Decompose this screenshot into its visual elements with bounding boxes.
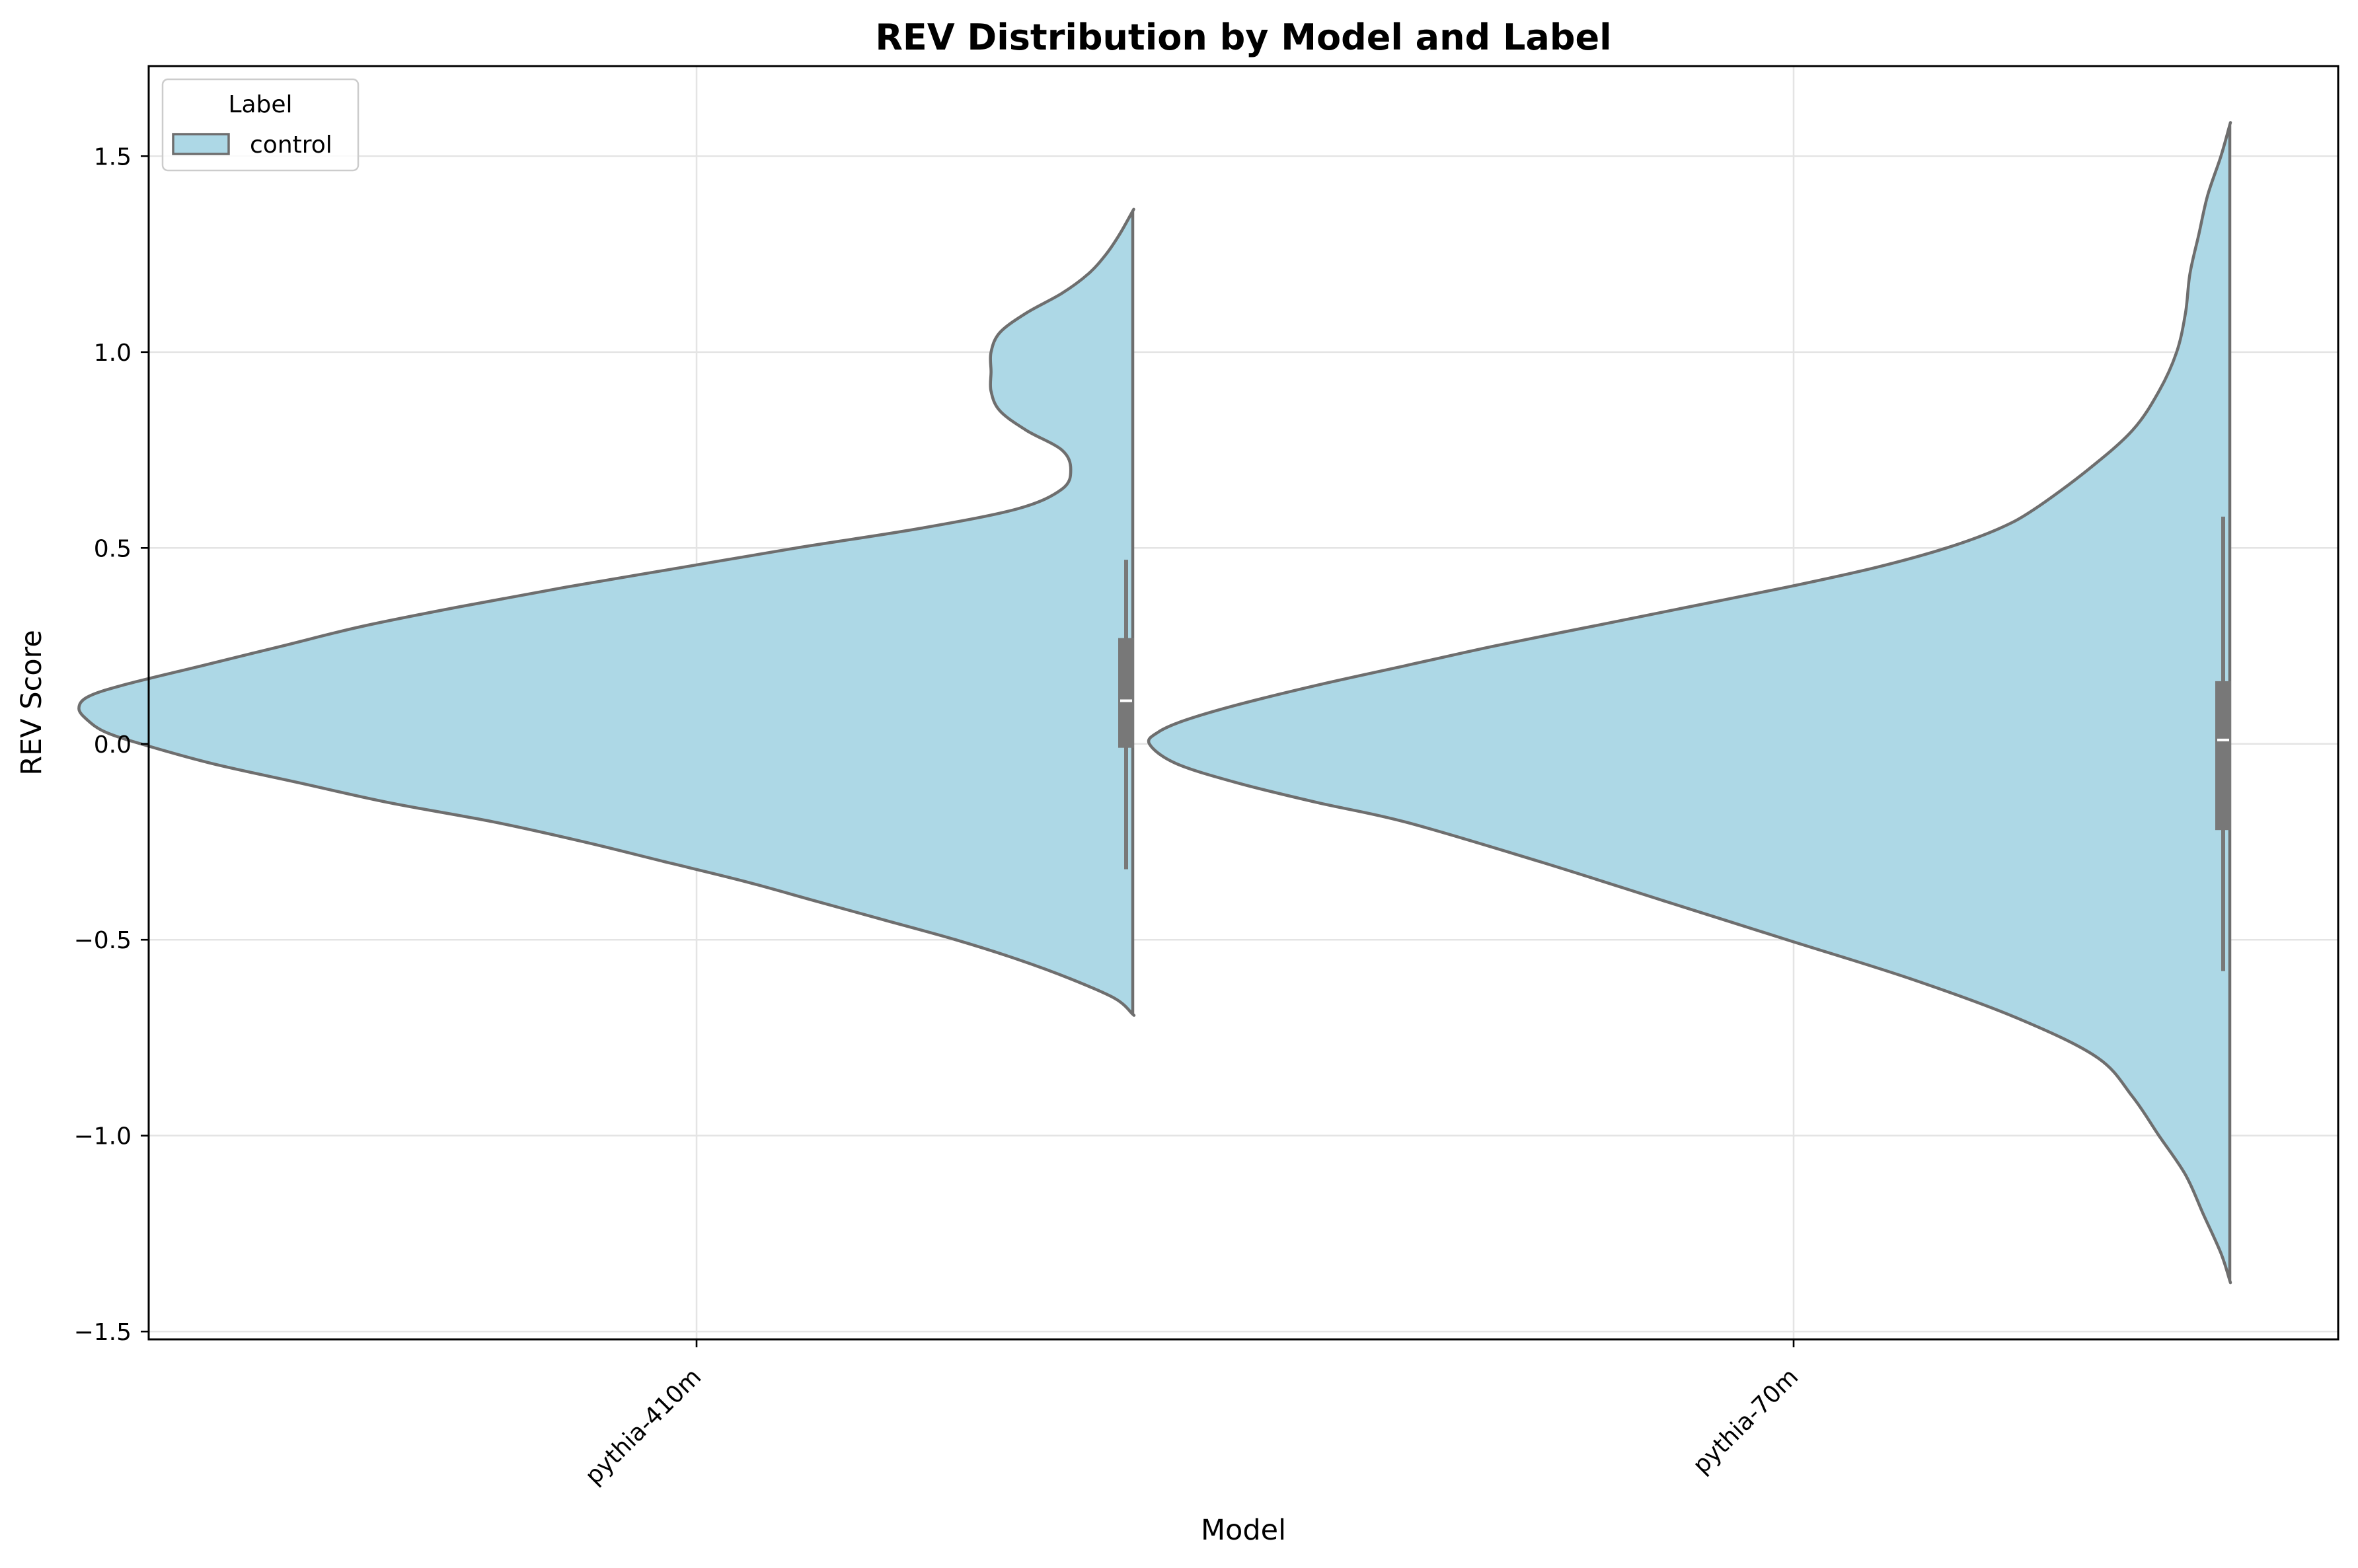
y-tick-label: −0.5	[74, 927, 132, 954]
legend-swatch-control	[172, 133, 230, 155]
y-tick-label: 0.5	[94, 535, 132, 562]
y-tick-label: 0.0	[94, 731, 132, 759]
violins	[77, 121, 2232, 1285]
legend: Label control	[161, 78, 360, 172]
y-axis-label: REV Score	[15, 630, 48, 776]
violin-pythia-70m	[1147, 121, 2232, 1285]
x-axis-label: Model	[1201, 1514, 1286, 1547]
iqr-box-pythia-70m	[2215, 681, 2231, 831]
chart-title: REV Distribution by Model and Label	[875, 17, 1611, 58]
y-tick-label: −1.0	[74, 1123, 132, 1150]
y-tick-label: −1.5	[74, 1319, 132, 1346]
iqr-box-pythia-410m	[1118, 638, 1134, 748]
plot-frame	[147, 65, 2339, 1341]
y-tick-label: 1.0	[94, 340, 132, 367]
violin-pythia-410m	[77, 207, 1136, 1017]
legend-title: Label	[228, 91, 292, 118]
y-tick-label: 1.5	[94, 143, 132, 170]
legend-entry-control: control	[250, 131, 332, 159]
